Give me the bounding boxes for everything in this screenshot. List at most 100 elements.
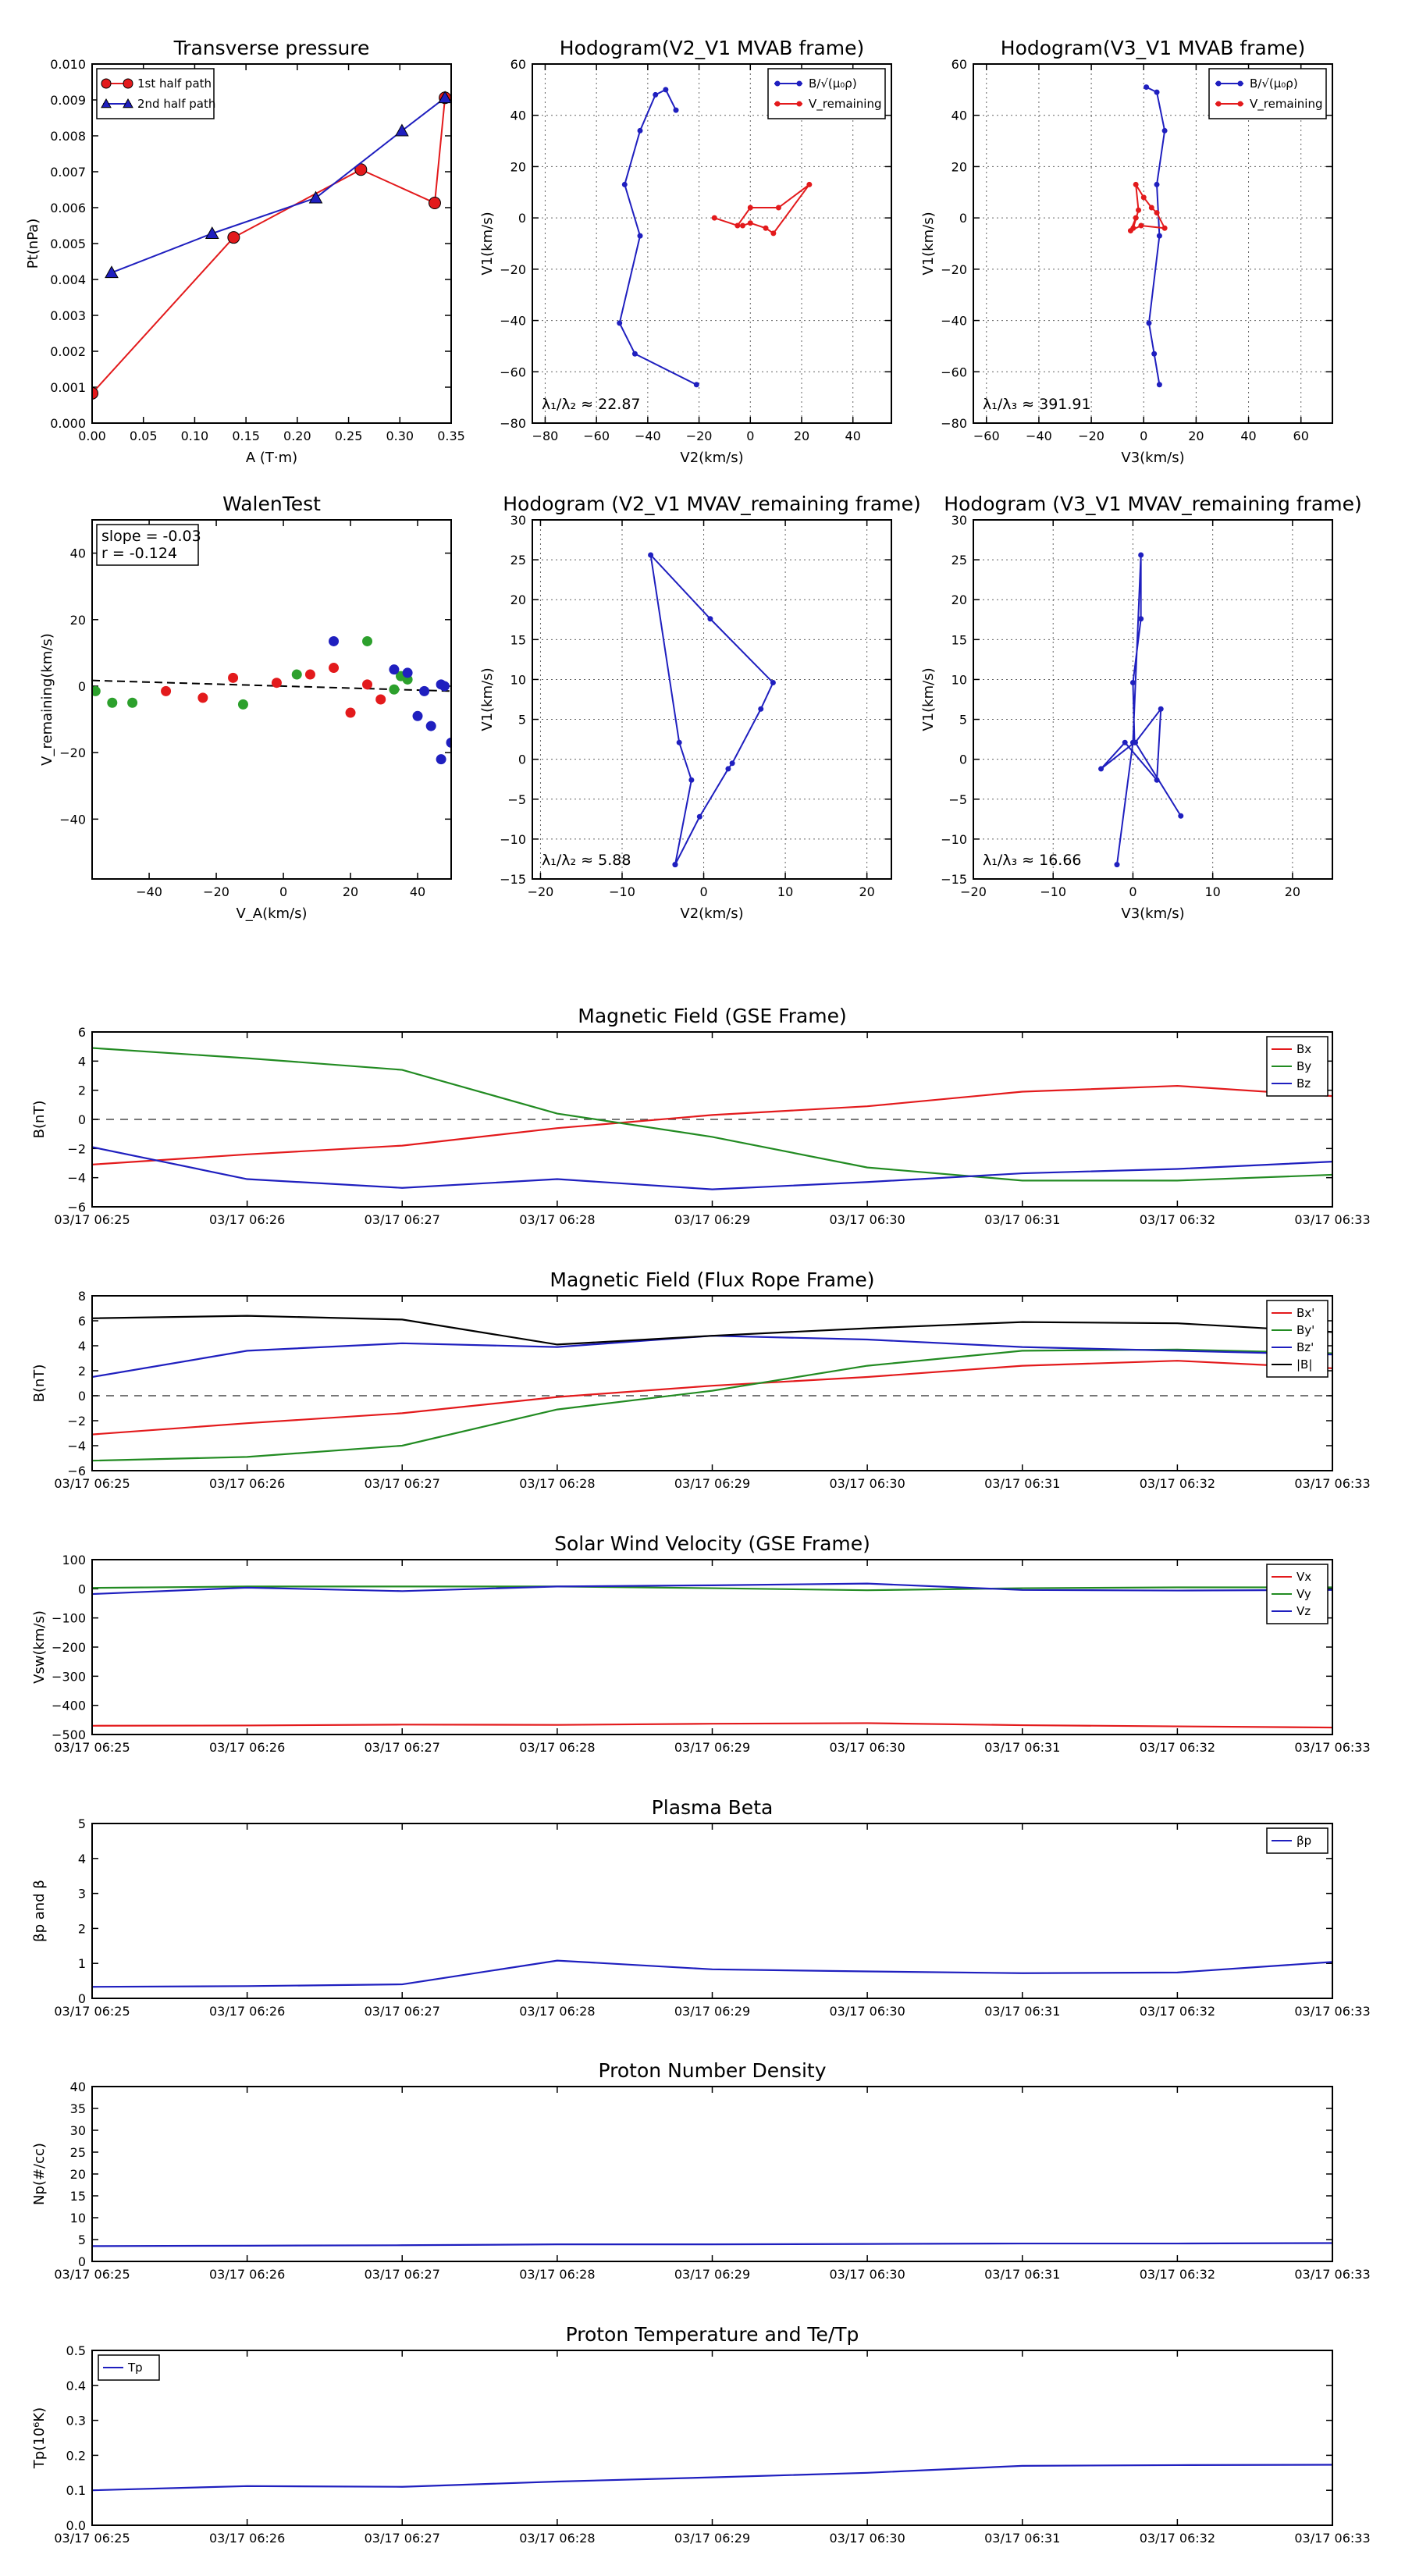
x-tick-label: 03/17 06:28 xyxy=(519,1476,595,1491)
x-tick-label: 03/17 06:30 xyxy=(829,1476,905,1491)
y-tick-label: 40 xyxy=(70,2080,86,2094)
y-tick-label: −4 xyxy=(67,1171,86,1186)
x-tick-label: 03/17 06:33 xyxy=(1294,1212,1370,1227)
y-tick-label: 2 xyxy=(78,1364,86,1379)
plot-area xyxy=(617,87,813,388)
x-tick-label: 03/17 06:31 xyxy=(984,2004,1060,2019)
legend-label: Bz xyxy=(1297,1076,1311,1091)
legend-label: By xyxy=(1297,1059,1311,1073)
x-tick-label: −20 xyxy=(686,429,713,443)
y-tick-label: 0.003 xyxy=(50,308,86,323)
data-point xyxy=(763,225,769,231)
plot-frame xyxy=(91,1031,1333,1208)
plot-frame xyxy=(973,519,1333,880)
data-point xyxy=(1178,813,1184,819)
y-tick-label: 0.009 xyxy=(50,93,86,108)
x-tick-label: 03/17 06:25 xyxy=(54,2267,130,2282)
series-line xyxy=(1100,554,1182,865)
legend-marker xyxy=(1237,101,1243,107)
y-tick-label: −300 xyxy=(52,1669,86,1684)
x-tick-label: 03/17 06:32 xyxy=(1140,2531,1215,2546)
data-point xyxy=(1133,739,1139,745)
y-axis-label: B(nT) xyxy=(31,1364,48,1403)
plot-frame xyxy=(973,63,1333,424)
data-point xyxy=(739,222,745,229)
legend-box xyxy=(96,68,215,119)
series-line xyxy=(92,1315,1332,1346)
y-tick-label: 0.0 xyxy=(66,2518,86,2533)
chart-title: Hodogram(V2_V1 MVAB frame) xyxy=(560,37,864,59)
y-tick-label: −5 xyxy=(948,792,967,807)
chart-walen_test: WalenTest −40 −20 0 20 40 −40 −20 0 20 40 V_A(km/s)… xyxy=(39,493,452,922)
y-tick-label: 15 xyxy=(510,632,526,647)
x-tick-label: 03/17 06:27 xyxy=(365,1212,440,1227)
y-tick-label: −20 xyxy=(59,745,86,760)
chart-title: Transverse pressure xyxy=(173,37,370,59)
x-tick-label: −10 xyxy=(609,884,635,899)
x-tick-label: 03/17 06:30 xyxy=(829,2267,905,2282)
plot-frame xyxy=(91,1295,1333,1471)
data-point xyxy=(1138,616,1144,622)
data-point xyxy=(412,710,423,721)
y-tick-label: 0.2 xyxy=(66,2448,86,2463)
data-point xyxy=(775,205,781,211)
y-tick-label: 0 xyxy=(959,753,967,767)
x-tick-label: 03/17 06:33 xyxy=(1294,2267,1370,2282)
data-point xyxy=(1154,89,1160,95)
y-tick-label: 0.000 xyxy=(50,416,86,431)
data-point xyxy=(693,382,699,388)
data-point xyxy=(428,197,441,210)
legend-label: B/√(μ₀ρ) xyxy=(809,76,857,91)
x-tick-label: 03/17 06:27 xyxy=(365,1740,440,1755)
y-tick-label: 10 xyxy=(951,672,967,687)
series-line xyxy=(92,1582,1332,1596)
y-axis-label: V1(km/s) xyxy=(920,667,937,731)
data-point xyxy=(389,684,400,695)
y-tick-label: 20 xyxy=(70,613,86,628)
y-tick-label: 0.1 xyxy=(66,2483,86,2498)
series-line xyxy=(713,183,810,235)
data-point xyxy=(205,226,219,240)
data-point xyxy=(758,706,764,712)
data-point xyxy=(676,739,682,745)
x-axis-label: V2(km/s) xyxy=(680,906,743,922)
legend-marker xyxy=(1237,80,1243,87)
data-point xyxy=(436,754,446,765)
x-tick-label: 03/17 06:30 xyxy=(829,2531,905,2546)
y-tick-label: 15 xyxy=(70,2189,86,2204)
data-point xyxy=(1156,382,1162,388)
x-tick-label: 03/17 06:31 xyxy=(984,1212,1060,1227)
y-tick-label: −5 xyxy=(507,792,526,807)
x-tick-label: 03/17 06:27 xyxy=(365,2267,440,2282)
x-tick-label: 03/17 06:26 xyxy=(209,1740,285,1755)
chart-title: Magnetic Field (Flux Rope Frame) xyxy=(550,1268,874,1291)
data-point xyxy=(438,91,451,104)
x-tick-label: 0.30 xyxy=(386,429,414,443)
data-point xyxy=(688,777,695,783)
data-point xyxy=(711,215,717,221)
annotation: λ₁/λ₃ ≈ 391.91 xyxy=(983,396,1091,413)
y-tick-label: 6 xyxy=(78,1025,86,1040)
y-tick-label: −80 xyxy=(941,416,967,431)
x-tick-label: −60 xyxy=(583,429,610,443)
x-axis-label: A (T·m) xyxy=(246,450,297,466)
plot-area xyxy=(92,1315,1332,1462)
y-tick-label: −80 xyxy=(500,416,526,431)
y-tick-label: −4 xyxy=(67,1439,86,1453)
data-point xyxy=(1161,127,1168,133)
series-line xyxy=(92,2242,1332,2247)
chart-hodogram_v3_mvav: Hodogram (V3_V1 MVAV_remaining frame) −20… xyxy=(920,493,1362,922)
x-tick-label: 0.20 xyxy=(283,429,311,443)
plot-frame xyxy=(91,519,452,880)
series-line xyxy=(92,2464,1332,2492)
x-tick-label: 0.10 xyxy=(181,429,209,443)
data-point xyxy=(1148,205,1154,211)
y-tick-label: −15 xyxy=(941,872,967,887)
x-tick-label: 03/17 06:32 xyxy=(1140,1476,1215,1491)
data-point xyxy=(345,707,356,718)
legend-label: 1st half path xyxy=(137,76,212,91)
data-point xyxy=(161,685,172,696)
y-tick-label: 1 xyxy=(78,1956,86,1971)
x-tick-label: 03/17 06:29 xyxy=(674,2531,750,2546)
y-tick-label: 5 xyxy=(78,2233,86,2247)
